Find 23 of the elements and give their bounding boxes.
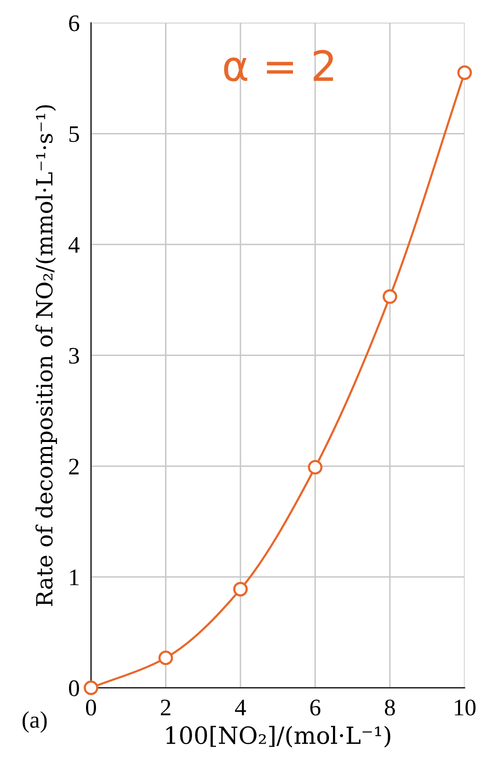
y-tick-label: 3 <box>69 348 79 364</box>
point <box>84 680 98 696</box>
y-axis-title: Rate of decomposition of NO₂/(mmol·L⁻¹·s⁻¹) <box>35 105 57 606</box>
point <box>308 460 322 475</box>
point <box>457 65 472 80</box>
point <box>158 650 174 666</box>
x-tick-label: 0 <box>86 700 96 716</box>
x-tick-label: 8 <box>384 700 395 716</box>
x-axis-title: 100[NO₂]/(mol·L⁻¹) <box>166 726 390 748</box>
y-tick-label: 0 <box>68 680 79 696</box>
text: (a) <box>22 711 47 733</box>
y-tick-label: 5 <box>69 126 79 142</box>
y-tick-label: 1 <box>70 570 78 586</box>
point <box>233 582 248 596</box>
x-tick-label: 4 <box>235 700 246 716</box>
x-tick-label: 6 <box>310 700 320 716</box>
x-tick-label: 10 <box>454 700 476 716</box>
y-tick-label: 4 <box>68 237 80 253</box>
y-tick-label: 2 <box>69 458 79 474</box>
annotation: α = 2 <box>224 50 333 82</box>
y-tick-label: 6 <box>69 15 80 32</box>
point <box>382 289 398 304</box>
x-tick-label: 2 <box>160 700 170 716</box>
